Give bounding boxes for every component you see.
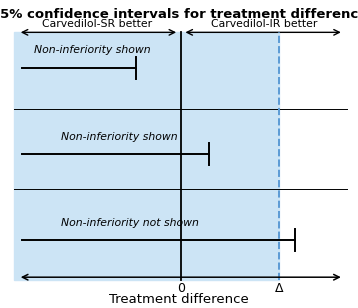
Text: Carvedilol-SR better: Carvedilol-SR better <box>43 19 153 29</box>
Text: 95% confidence intervals for treatment difference: 95% confidence intervals for treatment d… <box>0 8 358 21</box>
Text: Non-inferiority shown: Non-inferiority shown <box>34 46 151 55</box>
Text: Δ: Δ <box>275 282 283 295</box>
Text: 0: 0 <box>177 282 185 295</box>
Text: Treatment difference: Treatment difference <box>109 294 249 306</box>
Text: Non-inferiority not shown: Non-inferiority not shown <box>61 218 199 228</box>
Text: Carvedilol-IR better: Carvedilol-IR better <box>211 19 317 29</box>
Bar <box>14 32 279 280</box>
Text: Non-inferiority shown: Non-inferiority shown <box>61 132 178 142</box>
